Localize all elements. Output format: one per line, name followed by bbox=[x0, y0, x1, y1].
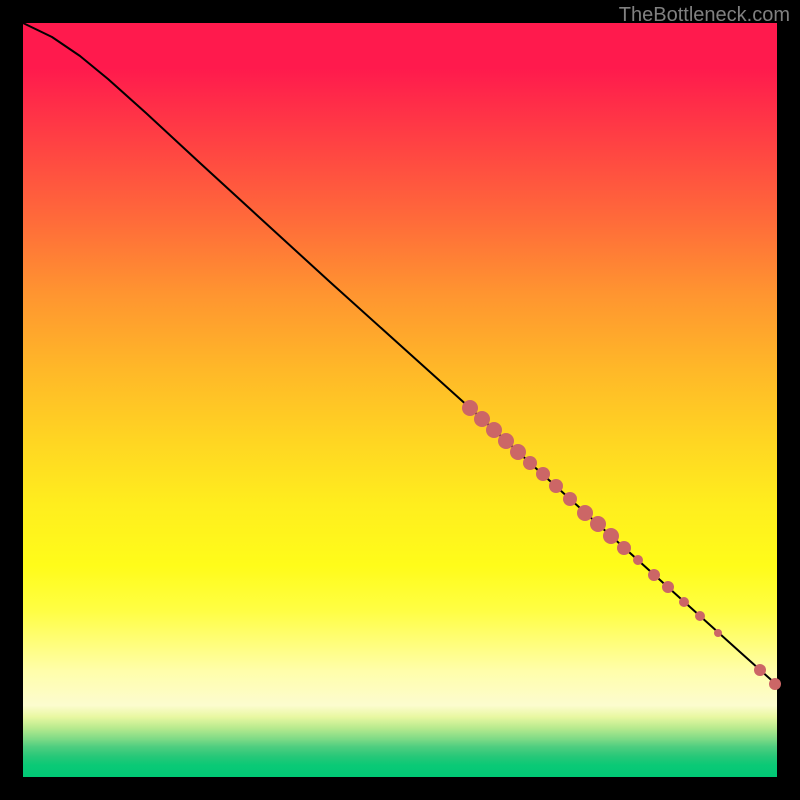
data-marker bbox=[603, 528, 619, 544]
data-marker bbox=[474, 411, 490, 427]
data-marker bbox=[662, 581, 674, 593]
data-marker bbox=[462, 400, 478, 416]
data-marker bbox=[510, 444, 526, 460]
data-marker bbox=[754, 664, 766, 676]
data-marker bbox=[695, 611, 705, 621]
data-marker bbox=[498, 433, 514, 449]
data-marker bbox=[769, 678, 781, 690]
data-marker bbox=[617, 541, 631, 555]
data-marker bbox=[536, 467, 550, 481]
curve-layer bbox=[0, 0, 800, 800]
chart-container: TheBottleneck.com bbox=[0, 0, 800, 800]
data-marker bbox=[577, 505, 593, 521]
data-marker bbox=[633, 555, 643, 565]
data-marker bbox=[563, 492, 577, 506]
data-marker bbox=[486, 422, 502, 438]
watermark-text: TheBottleneck.com bbox=[619, 4, 790, 27]
data-marker bbox=[714, 629, 722, 637]
data-marker bbox=[648, 569, 660, 581]
data-marker bbox=[590, 516, 606, 532]
data-marker bbox=[679, 597, 689, 607]
data-marker bbox=[523, 456, 537, 470]
data-marker bbox=[549, 479, 563, 493]
